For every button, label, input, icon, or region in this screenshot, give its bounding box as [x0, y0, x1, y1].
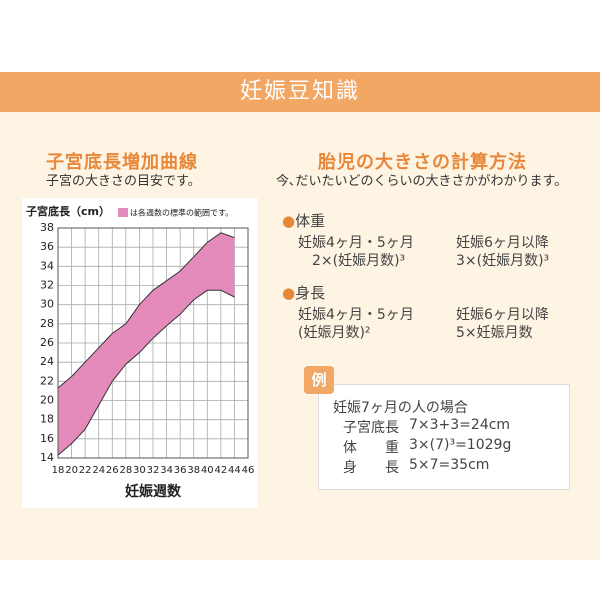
- item-period: 妊娠6ヶ月以降: [456, 307, 549, 323]
- plot-border: [57, 227, 249, 459]
- x-tick-label: 28: [119, 465, 132, 476]
- left-subtitle: 子宮の大きさの目安です。: [46, 174, 201, 189]
- example-label: 子宮底長: [343, 420, 399, 436]
- y-tick-label: 18: [40, 413, 54, 426]
- y-tick-label: 20: [40, 394, 54, 407]
- legend-text: は各週数の標準の範囲です。: [130, 208, 233, 218]
- band-lower: [57, 289, 235, 456]
- example-value: 7×3+3=24cm: [409, 417, 511, 433]
- example-value: 3×(7)³=1029g: [409, 437, 512, 453]
- x-axis-label: 妊娠週数: [125, 483, 182, 500]
- example-label: 身 長: [343, 460, 399, 476]
- y-tick-label: 16: [40, 432, 54, 445]
- x-tick-label: 40: [201, 465, 214, 476]
- item-formula: 2×(妊娠月数)³: [312, 253, 406, 269]
- y-tick-label: 34: [40, 259, 54, 272]
- x-tick-label: 34: [160, 465, 173, 476]
- x-tick-label: 30: [133, 465, 146, 476]
- section-label-text: 体重: [295, 212, 326, 230]
- section-label: ●体重: [282, 212, 326, 230]
- x-tick-label: 42: [214, 465, 227, 476]
- legend-swatch: [118, 208, 128, 217]
- x-tick-label: 36: [174, 465, 187, 476]
- header-title: 妊娠豆知識: [0, 72, 600, 112]
- chart: 子宮底長（cm） は各週数の標準の範囲です。1416182022242628303…: [26, 204, 255, 500]
- y-tick-label: 30: [40, 298, 54, 311]
- y-tick-label: 38: [40, 221, 54, 234]
- y-tick-label: 36: [40, 240, 54, 253]
- section-label-text: 身長: [295, 284, 326, 302]
- item-period: 妊娠4ヶ月・5ヶ月: [298, 235, 414, 251]
- right-title: 胎児の大きさの計算方法: [318, 152, 527, 173]
- right-subtitle: 今､だいたいどのくらいの大きさかがわかります。: [276, 174, 568, 189]
- y-axis-label: 子宮底長（cm）: [26, 204, 110, 218]
- example-value: 5×7=35cm: [409, 457, 490, 473]
- item-formula: (妊娠月数)²: [298, 325, 371, 341]
- x-tick-label: 38: [187, 465, 200, 476]
- item-formula: 5×妊娠月数: [456, 325, 533, 341]
- band-fill: [58, 232, 235, 456]
- y-tick-label: 14: [40, 451, 54, 464]
- band-upper: [57, 232, 235, 389]
- item-period: 妊娠4ヶ月・5ヶ月: [298, 307, 414, 323]
- y-tick-label: 28: [40, 317, 54, 330]
- example-box: 妊娠7ヶ月の人の場合 子宮底長 7×3+3=24cm 体 重 3×(7)³=10…: [318, 384, 570, 490]
- x-tick-label: 46: [242, 465, 255, 476]
- left-title: 子宮底長増加曲線: [46, 152, 198, 173]
- section-label: ●身長: [282, 284, 326, 302]
- chart-box: 子宮底長（cm） は各週数の標準の範囲です。 14 16 18 20 22 24 26 28 30 3…: [22, 198, 258, 508]
- y-tick-label: 26: [40, 336, 54, 349]
- x-tick-label: 44: [228, 465, 241, 476]
- x-tick-label: 18: [52, 465, 65, 476]
- x-tick-label: 22: [79, 465, 92, 476]
- x-tick-label: 32: [147, 465, 160, 476]
- x-tick-label: 26: [106, 465, 119, 476]
- example-label: 体 重: [343, 440, 399, 456]
- example-title: 妊娠7ヶ月の人の場合: [333, 400, 468, 416]
- x-tick-label: 20: [65, 465, 78, 476]
- example-badge: 例: [304, 366, 334, 394]
- y-tick-label: 32: [40, 279, 54, 292]
- item-formula: 3×(妊娠月数)³: [456, 253, 550, 269]
- x-tick-label: 24: [92, 465, 105, 476]
- y-tick-label: 22: [40, 374, 54, 387]
- item-period: 妊娠6ヶ月以降: [456, 235, 549, 251]
- y-tick-label: 24: [40, 355, 54, 368]
